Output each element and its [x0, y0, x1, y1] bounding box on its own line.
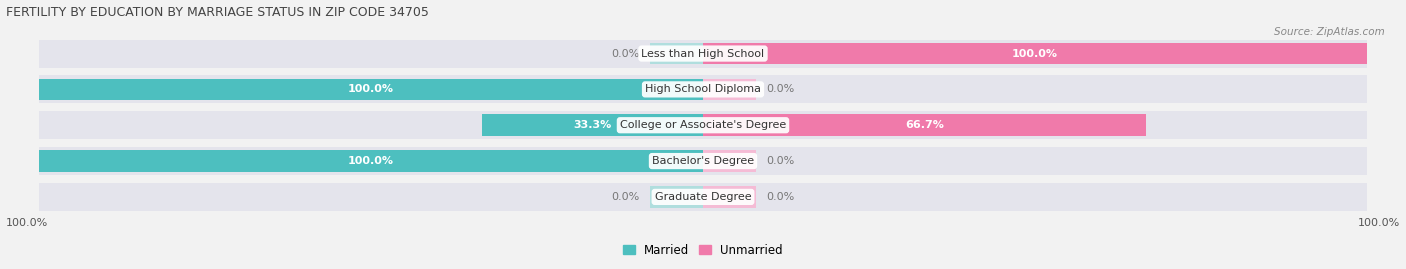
Bar: [39, 40, 1367, 68]
Text: 66.7%: 66.7%: [905, 120, 943, 130]
Bar: [703, 79, 756, 100]
Bar: [39, 183, 1367, 211]
Bar: [703, 43, 1367, 64]
Bar: [39, 150, 703, 172]
Bar: [703, 150, 756, 172]
Text: Graduate Degree: Graduate Degree: [655, 192, 751, 202]
Text: FERTILITY BY EDUCATION BY MARRIAGE STATUS IN ZIP CODE 34705: FERTILITY BY EDUCATION BY MARRIAGE STATU…: [6, 6, 429, 19]
Bar: [650, 186, 703, 208]
Text: 100.0%: 100.0%: [347, 156, 394, 166]
Text: 100.0%: 100.0%: [6, 218, 48, 228]
Bar: [703, 186, 756, 208]
Text: 0.0%: 0.0%: [766, 156, 794, 166]
Text: 33.3%: 33.3%: [574, 120, 612, 130]
Text: 100.0%: 100.0%: [347, 84, 394, 94]
Text: 100.0%: 100.0%: [1012, 48, 1059, 59]
Bar: [39, 75, 1367, 103]
Legend: Married, Unmarried: Married, Unmarried: [619, 239, 787, 261]
Text: Less than High School: Less than High School: [641, 48, 765, 59]
Bar: [39, 111, 1367, 139]
Text: 100.0%: 100.0%: [1358, 218, 1400, 228]
Bar: [39, 79, 703, 100]
Bar: [39, 147, 1367, 175]
Text: 0.0%: 0.0%: [612, 48, 640, 59]
Text: High School Diploma: High School Diploma: [645, 84, 761, 94]
Text: Source: ZipAtlas.com: Source: ZipAtlas.com: [1274, 27, 1385, 37]
Text: College or Associate's Degree: College or Associate's Degree: [620, 120, 786, 130]
Bar: [482, 115, 703, 136]
Text: 0.0%: 0.0%: [612, 192, 640, 202]
Text: 0.0%: 0.0%: [766, 84, 794, 94]
Text: Bachelor's Degree: Bachelor's Degree: [652, 156, 754, 166]
Text: 0.0%: 0.0%: [766, 192, 794, 202]
Bar: [703, 115, 1146, 136]
Bar: [650, 43, 703, 64]
